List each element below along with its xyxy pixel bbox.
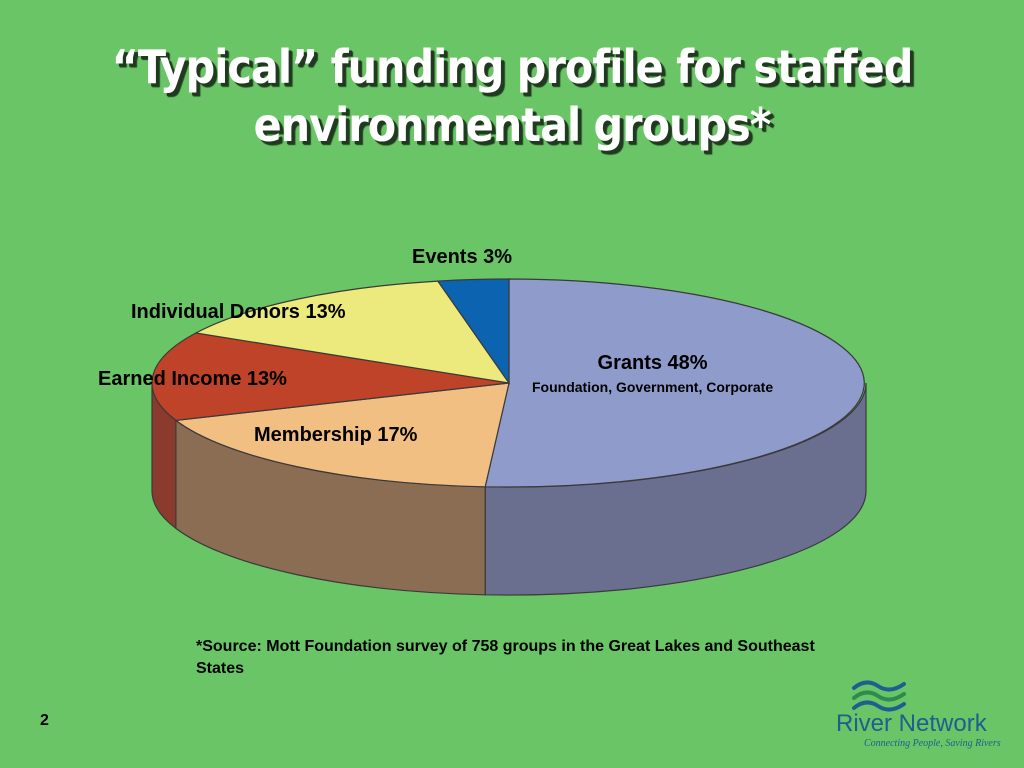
logo-tagline: Connecting People, Saving Rivers — [864, 738, 1001, 749]
slide-title-line-2: environmental groups* — [253, 98, 772, 152]
slice-label-events: Events 3% — [412, 246, 513, 268]
pie-slice-membership — [174, 382, 510, 488]
source-note: *Source: Mott Foundation survey of 758 g… — [196, 638, 815, 677]
slide-title: “Typical” funding profile for staffed en… — [0, 38, 1024, 154]
slice-label-grants-sub: Foundation, Government, Corporate — [532, 379, 774, 395]
slice-label-grants: Grants 48% Foundation, Government, Corpo… — [532, 352, 773, 395]
pie-slice-earned-income — [151, 332, 510, 422]
slide-title-line-1: “Typical” funding profile for staffed — [111, 40, 914, 94]
pie-slice-events — [436, 278, 510, 385]
wave-icon — [852, 680, 906, 712]
slice-label-grants-main: Grants 48% — [597, 352, 708, 374]
slice-label-membership: Membership 17% — [254, 424, 418, 446]
pie-slice-individual-donors — [194, 280, 511, 384]
slice-label-earned-income: Earned Income 13% — [98, 368, 287, 390]
page-number: 2 — [40, 712, 49, 729]
slice-label-individual-donors: Individual Donors 13% — [131, 301, 346, 323]
logo-name: River Network — [836, 710, 987, 737]
river-network-logo: River Network Connecting People, Saving … — [830, 674, 1010, 754]
pie-slice-grants — [484, 278, 865, 488]
